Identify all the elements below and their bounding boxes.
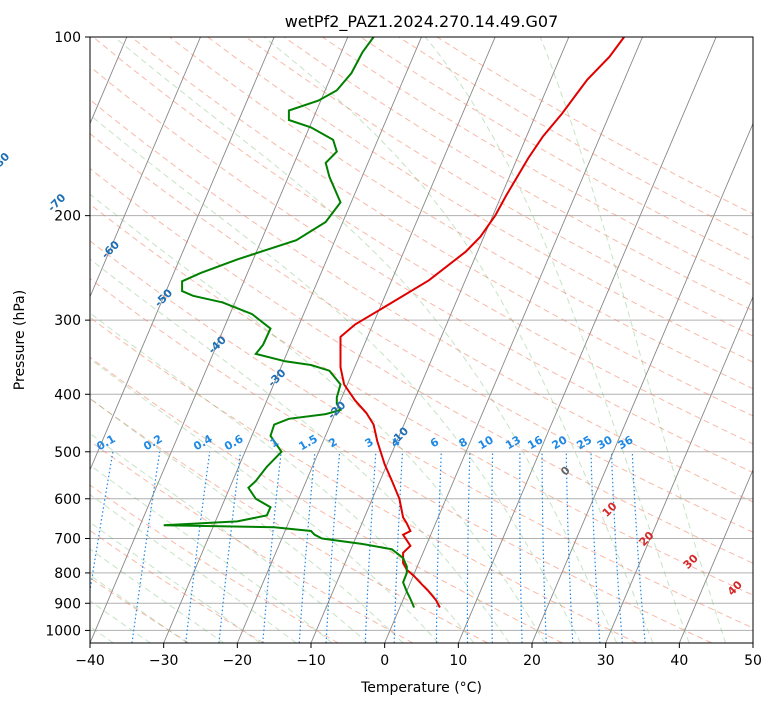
mixing-ratio-line [298, 451, 316, 643]
x-tick-label: 40 [670, 653, 688, 669]
dry-adiabat-line [245, 37, 753, 337]
moist-adiabat-line [90, 464, 333, 643]
x-tick-label: −30 [149, 653, 179, 669]
y-tick-label: 500 [54, 445, 81, 461]
mixing-ratio-line [631, 451, 646, 643]
mixing-ratio-line [364, 451, 377, 643]
y-tick-label: 600 [54, 492, 81, 508]
mixing-ratio-line [262, 451, 282, 643]
mixing-ratio-line [325, 451, 341, 643]
isotherm-line [678, 468, 753, 643]
moist-adiabat-line [90, 521, 261, 643]
mixing-ratio-line [131, 451, 161, 643]
mixing-ratio-line [590, 451, 601, 643]
isotherm-line [531, 122, 753, 643]
moist-adiabat-line [90, 493, 297, 643]
dry-adiabat-line [90, 99, 753, 503]
moist-adiabat-line [90, 193, 546, 643]
mixing-ratio-line [185, 451, 211, 643]
y-tick-label: 300 [54, 313, 81, 329]
moist-adiabat-line [90, 114, 582, 643]
dry-adiabat-line [90, 529, 264, 643]
moist-adiabat-line [90, 432, 368, 643]
y-tick-label: 900 [54, 596, 81, 612]
dry-adiabat-line [169, 37, 753, 390]
y-tick-label: 200 [54, 209, 81, 225]
moist-adiabat-line [90, 574, 188, 643]
moist-adiabat-line [114, 37, 618, 643]
isotherm-line [90, 37, 349, 643]
isotherm-line [384, 37, 643, 643]
isotherm-line [605, 295, 753, 643]
dry-adiabat-line [131, 37, 753, 417]
x-tick-label: 10 [449, 653, 467, 669]
plot-frame [89, 36, 754, 644]
mixing-ratio-line [610, 451, 623, 643]
moist-adiabat-line [90, 358, 439, 643]
x-tick-label: −10 [296, 653, 326, 669]
dry-adiabat-line [90, 203, 753, 596]
x-tick-label: −20 [223, 653, 253, 669]
moist-adiabat-line [90, 312, 475, 643]
moist-adiabat-line [90, 258, 510, 643]
y-tick-label: 700 [54, 532, 81, 548]
x-tick-label: 20 [523, 653, 541, 669]
y-tick-label: 100 [54, 30, 81, 46]
y-axis-label: Pressure (hPa) [12, 290, 28, 390]
chart-title: wetPf2_PAZ1.2024.270.14.49.G07 [285, 12, 559, 32]
moist-adiabat-line [263, 37, 654, 643]
isotherm-line [163, 37, 422, 643]
isotherm-line [457, 37, 717, 643]
isotherm-line [90, 37, 201, 298]
dry-adiabat-line [90, 484, 339, 643]
dry-adiabat-line [90, 240, 753, 629]
moist-adiabat-line [539, 37, 726, 643]
moist-adiabat-line [424, 37, 690, 643]
x-tick-label: 30 [597, 653, 615, 669]
dry-adiabat-line [90, 133, 753, 533]
dry-adiabat-line [90, 277, 712, 643]
x-tick-label: 50 [744, 653, 762, 669]
dewpoint-profile [163, 37, 416, 608]
y-tick-label: 800 [54, 566, 81, 582]
moist-adiabat-line [90, 397, 404, 643]
moist-adiabat-line [90, 548, 225, 643]
dry-adiabat-line [90, 316, 638, 643]
x-tick-label: −40 [75, 653, 105, 669]
dry-adiabat-line [90, 356, 563, 643]
dry-adiabat-line [283, 37, 753, 312]
isotherm-line [236, 37, 496, 643]
dry-adiabat-line [92, 37, 753, 445]
dry-adiabat-line [90, 167, 753, 564]
isotherm-line [90, 37, 275, 472]
y-tick-label: 400 [54, 387, 81, 403]
x-tick-label: 0 [380, 653, 389, 669]
x-axis-label: Temperature (°C) [360, 680, 482, 696]
mixing-ratio-line [218, 451, 242, 643]
y-tick-label: 1000 [45, 623, 81, 639]
